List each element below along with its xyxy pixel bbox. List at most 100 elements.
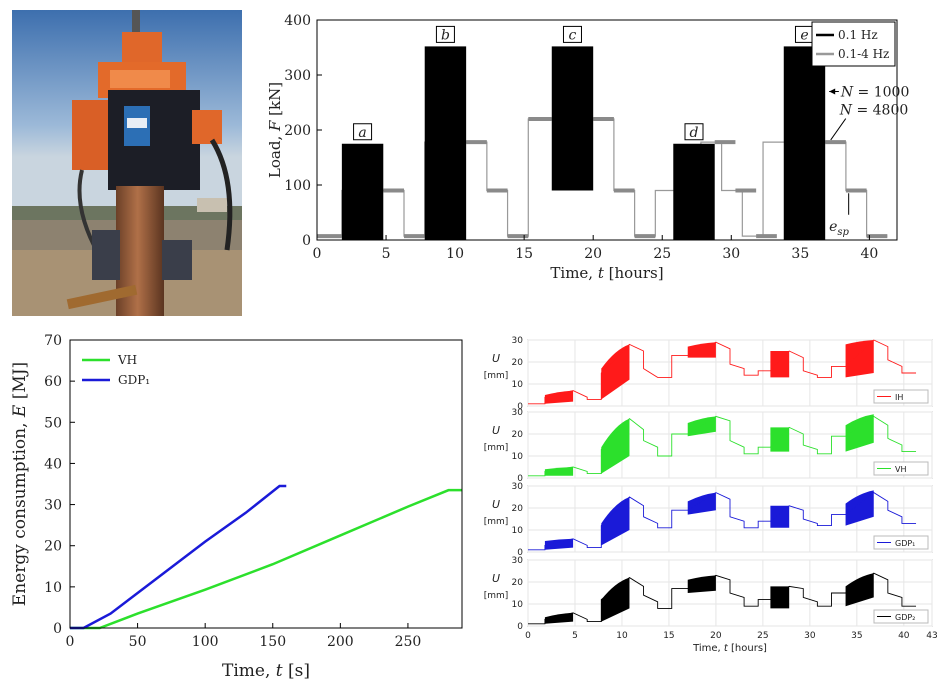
legend-label-ih: IH bbox=[895, 393, 903, 402]
legend-vh bbox=[873, 461, 929, 476]
displacement-x-axis-label: Time, t [hours] bbox=[692, 643, 767, 654]
y-tick-label: 10 bbox=[512, 380, 524, 390]
block-label-box-d bbox=[684, 123, 704, 141]
y-tick-label: 0 bbox=[517, 548, 523, 558]
displacement-block-gdp1 bbox=[770, 505, 790, 528]
energy-series-gdp1 bbox=[70, 484, 287, 630]
x-tick-label: 0 bbox=[66, 634, 75, 650]
legend-label-gdp1: GDP₁ bbox=[118, 373, 150, 387]
block-label-box-b bbox=[435, 25, 455, 43]
y-tick-label: 10 bbox=[44, 580, 62, 596]
x-tick-label: 5 bbox=[572, 631, 578, 641]
displacement-block-ih bbox=[601, 344, 630, 400]
x-tick-label: 0 bbox=[313, 246, 322, 262]
displacement-line-vh bbox=[528, 415, 917, 477]
block-c bbox=[551, 46, 594, 191]
displacement-block-vh bbox=[770, 427, 790, 452]
displacement-block-ih bbox=[845, 340, 874, 378]
displacement-block-ih bbox=[544, 390, 574, 404]
legend-label-0.1-4hz: 0.1-4 Hz bbox=[838, 47, 889, 61]
block-b bbox=[424, 46, 467, 241]
y-tick-label: 30 bbox=[44, 498, 62, 514]
block-label-e: e bbox=[800, 27, 808, 43]
displacement-block-gdp2 bbox=[770, 586, 790, 609]
x-tick-label: 40 bbox=[898, 631, 910, 641]
displacement-block-vh bbox=[544, 467, 574, 476]
x-tick-label: 30 bbox=[722, 246, 740, 262]
x-tick-label: 15 bbox=[663, 631, 674, 641]
y-tick-label: 30 bbox=[512, 482, 524, 492]
block-label-c: c bbox=[569, 27, 577, 43]
displacement-block-gdp2 bbox=[544, 612, 574, 624]
x-tick-label: 100 bbox=[192, 634, 219, 650]
load-y-axis-label: Load, F [kN] bbox=[266, 82, 284, 178]
load-x-axis-label: Time, t [hours] bbox=[550, 264, 663, 282]
y-tick-label: 0 bbox=[53, 621, 62, 637]
x-tick-label: 10 bbox=[616, 631, 628, 641]
y-tick-label: 0 bbox=[517, 402, 523, 412]
y-tick-label: 10 bbox=[512, 600, 524, 610]
y-tick-label: 30 bbox=[512, 408, 524, 418]
y-tick-label: 20 bbox=[512, 578, 524, 588]
legend-ih bbox=[873, 389, 929, 404]
energy-x-axis-label: Time, t [s] bbox=[222, 661, 310, 681]
block-e bbox=[783, 46, 826, 241]
displacement-block-vh bbox=[601, 418, 630, 474]
x-tick-label: 5 bbox=[382, 246, 391, 262]
load-legend bbox=[811, 21, 896, 67]
displacement-block-gdp2 bbox=[845, 573, 874, 607]
legend-gdp1 bbox=[873, 535, 929, 550]
displacement-line-ih bbox=[528, 339, 917, 405]
y-tick-label: 0 bbox=[517, 474, 523, 484]
block-label-box-c bbox=[562, 25, 582, 43]
load-schedule-chart: a b c d e 0 5 10 15 20 25 30 35 40 0 100 200 300 400 Time, … bbox=[262, 8, 930, 293]
annotation-esp: esp bbox=[829, 219, 849, 238]
legend-label-0.1hz: 0.1 Hz bbox=[838, 28, 878, 42]
x-tick-label: 20 bbox=[710, 631, 722, 641]
y-tick-label: 40 bbox=[44, 456, 62, 472]
x-tick-label: 15 bbox=[515, 246, 533, 262]
energy-series-vh bbox=[70, 488, 462, 630]
u-unit-label-vh: [mm] bbox=[484, 443, 509, 453]
y-tick-label: 20 bbox=[512, 358, 524, 368]
x-tick-label: 35 bbox=[791, 246, 809, 262]
x-tick-label: 43 bbox=[926, 631, 937, 641]
block-label-a: a bbox=[358, 125, 366, 141]
u-label-gdp1: U bbox=[492, 498, 500, 511]
u-label-ih: U bbox=[492, 352, 500, 365]
x-tick-label: 250 bbox=[395, 634, 422, 650]
block-d bbox=[673, 143, 715, 240]
annotation-n1000: N = 1000 bbox=[840, 85, 910, 101]
annotation-n4800: N = 4800 bbox=[839, 103, 909, 119]
legend-label-vh: VH bbox=[895, 465, 907, 474]
y-tick-label: 10 bbox=[512, 526, 524, 536]
u-unit-label-ih: [mm] bbox=[484, 371, 509, 381]
y-tick-label: 0 bbox=[517, 622, 523, 632]
block-label-d: d bbox=[690, 125, 699, 141]
y-tick-label: 50 bbox=[44, 415, 62, 431]
energy-axes-frame bbox=[69, 339, 463, 629]
displacement-chart: 0 10 20 30 U [mm] IH 0 10 20 30 U [mm] VH 0 10 20 30 U [mm]… bbox=[470, 332, 938, 684]
x-tick-label: 25 bbox=[757, 631, 768, 641]
x-tick-label: 50 bbox=[129, 634, 147, 650]
annotation-arrowhead-n1000 bbox=[829, 88, 836, 95]
displacement-block-gdp1 bbox=[601, 497, 630, 546]
block-label-box-a bbox=[353, 123, 373, 141]
displacement-block-gdp1 bbox=[544, 538, 574, 550]
u-unit-label-gdp2: [mm] bbox=[484, 591, 509, 601]
x-tick-label: 200 bbox=[327, 634, 354, 650]
displacement-block-gdp1 bbox=[845, 490, 874, 526]
legend-label-vh: VH bbox=[117, 353, 137, 367]
y-tick-label: 100 bbox=[284, 178, 311, 194]
displacement-block-gdp2 bbox=[687, 575, 716, 593]
x-tick-label: 35 bbox=[851, 631, 862, 641]
y-tick-label: 400 bbox=[284, 13, 311, 29]
u-label-gdp2: U bbox=[492, 572, 500, 585]
y-tick-label: 70 bbox=[44, 333, 62, 349]
displacement-block-ih bbox=[770, 351, 790, 378]
block-label-b: b bbox=[441, 27, 450, 43]
x-tick-label: 30 bbox=[804, 631, 816, 641]
u-unit-label-gdp1: [mm] bbox=[484, 517, 509, 527]
u-label-vh: U bbox=[492, 424, 500, 437]
displacement-block-gdp2 bbox=[601, 577, 630, 622]
